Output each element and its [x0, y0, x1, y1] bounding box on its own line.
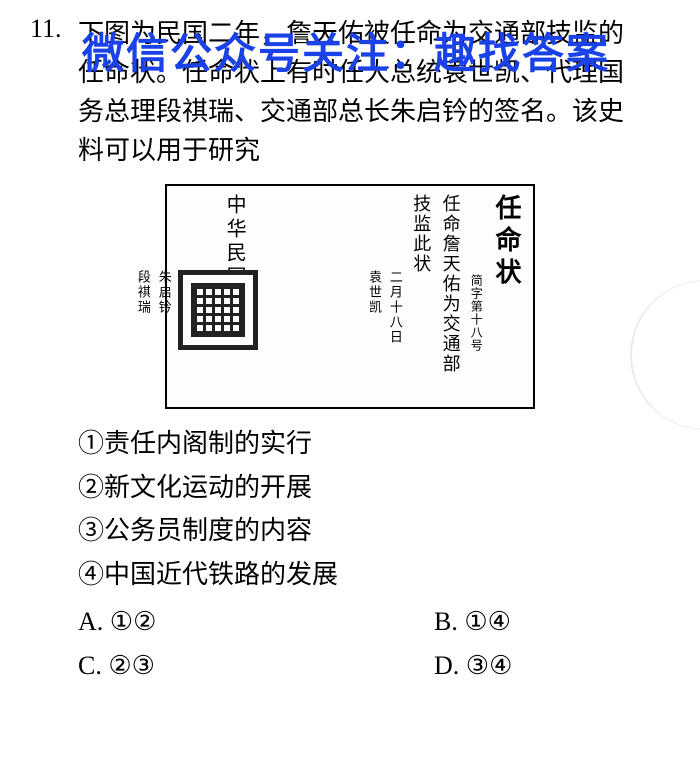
cert-line-a: 任命詹天佑为交通部 — [438, 194, 461, 399]
sig-yuan: 袁世凯 — [365, 270, 382, 345]
cert-date: 二月十八日 — [386, 270, 403, 345]
appointment-certificate-figure: 任命状 简字第十八号 任命詹天佑为交通部 技监此状 中华民国 朱启钤 段祺瑞 二… — [165, 184, 535, 409]
signatures-left: 朱启钤 段祺瑞 — [66, 270, 171, 315]
stem-line-2: 任命状。任命状上有时任大总统袁世凯、代理国 — [78, 53, 670, 92]
stem-line-3: 务总理段祺瑞、交通部总长朱启钤的签名。该史 — [78, 92, 670, 131]
question-11: 微信公众号关注：趣找答案 11. 下图为民国二年，詹天佑被任命为交通部技监的 任… — [30, 14, 670, 689]
official-seal — [178, 270, 258, 350]
statement-4: ④中国近代铁路的发展 — [78, 554, 670, 596]
options-block: ①责任内阁制的实行 ②新文化运动的开展 ③公务员制度的内容 ④中国近代铁路的发展… — [78, 423, 670, 689]
cert-line-b: 技监此状 — [409, 194, 432, 399]
sig-zhu: 朱启钤 — [155, 270, 172, 315]
statement-2: ②新文化运动的开展 — [78, 467, 670, 509]
choice-D-label: D. ③④ — [434, 645, 512, 687]
statement-1: ①责任内阁制的实行 — [78, 423, 670, 465]
cert-subnote: 简字第十八号 — [468, 274, 484, 399]
choice-A[interactable]: A. ①② — [78, 601, 374, 643]
choice-B[interactable]: B. ①④ — [374, 601, 670, 643]
statement-3: ③公务员制度的内容 — [78, 510, 670, 552]
seal-inner-pattern — [191, 283, 245, 337]
question-number: 11. — [30, 14, 62, 44]
choice-A-label: A. ①② — [78, 601, 156, 643]
sig-duan: 段祺瑞 — [134, 270, 151, 315]
cert-title: 任命状 — [489, 194, 523, 399]
choice-C[interactable]: C. ②③ — [78, 645, 374, 687]
question-stem: 下图为民国二年，詹天佑被任命为交通部技监的 任命状。任命状上有时任大总统袁世凯、… — [78, 14, 670, 170]
choice-B-label: B. ①④ — [434, 601, 511, 643]
seal-block: 中华民国 朱启钤 段祺瑞 二月十八日 袁世凯 — [46, 194, 402, 399]
choice-C-label: C. ②③ — [78, 645, 155, 687]
stem-line-1: 下图为民国二年，詹天佑被任命为交通部技监的 — [78, 14, 670, 53]
statements-list: ①责任内阁制的实行 ②新文化运动的开展 ③公务员制度的内容 ④中国近代铁路的发展 — [78, 423, 670, 595]
choice-D[interactable]: D. ③④ — [374, 645, 670, 687]
date-right: 二月十八日 袁世凯 — [264, 270, 403, 345]
stem-line-4: 料可以用于研究 — [78, 131, 670, 170]
choices: A. ①② B. ①④ C. ②③ D. ③④ — [78, 601, 670, 688]
